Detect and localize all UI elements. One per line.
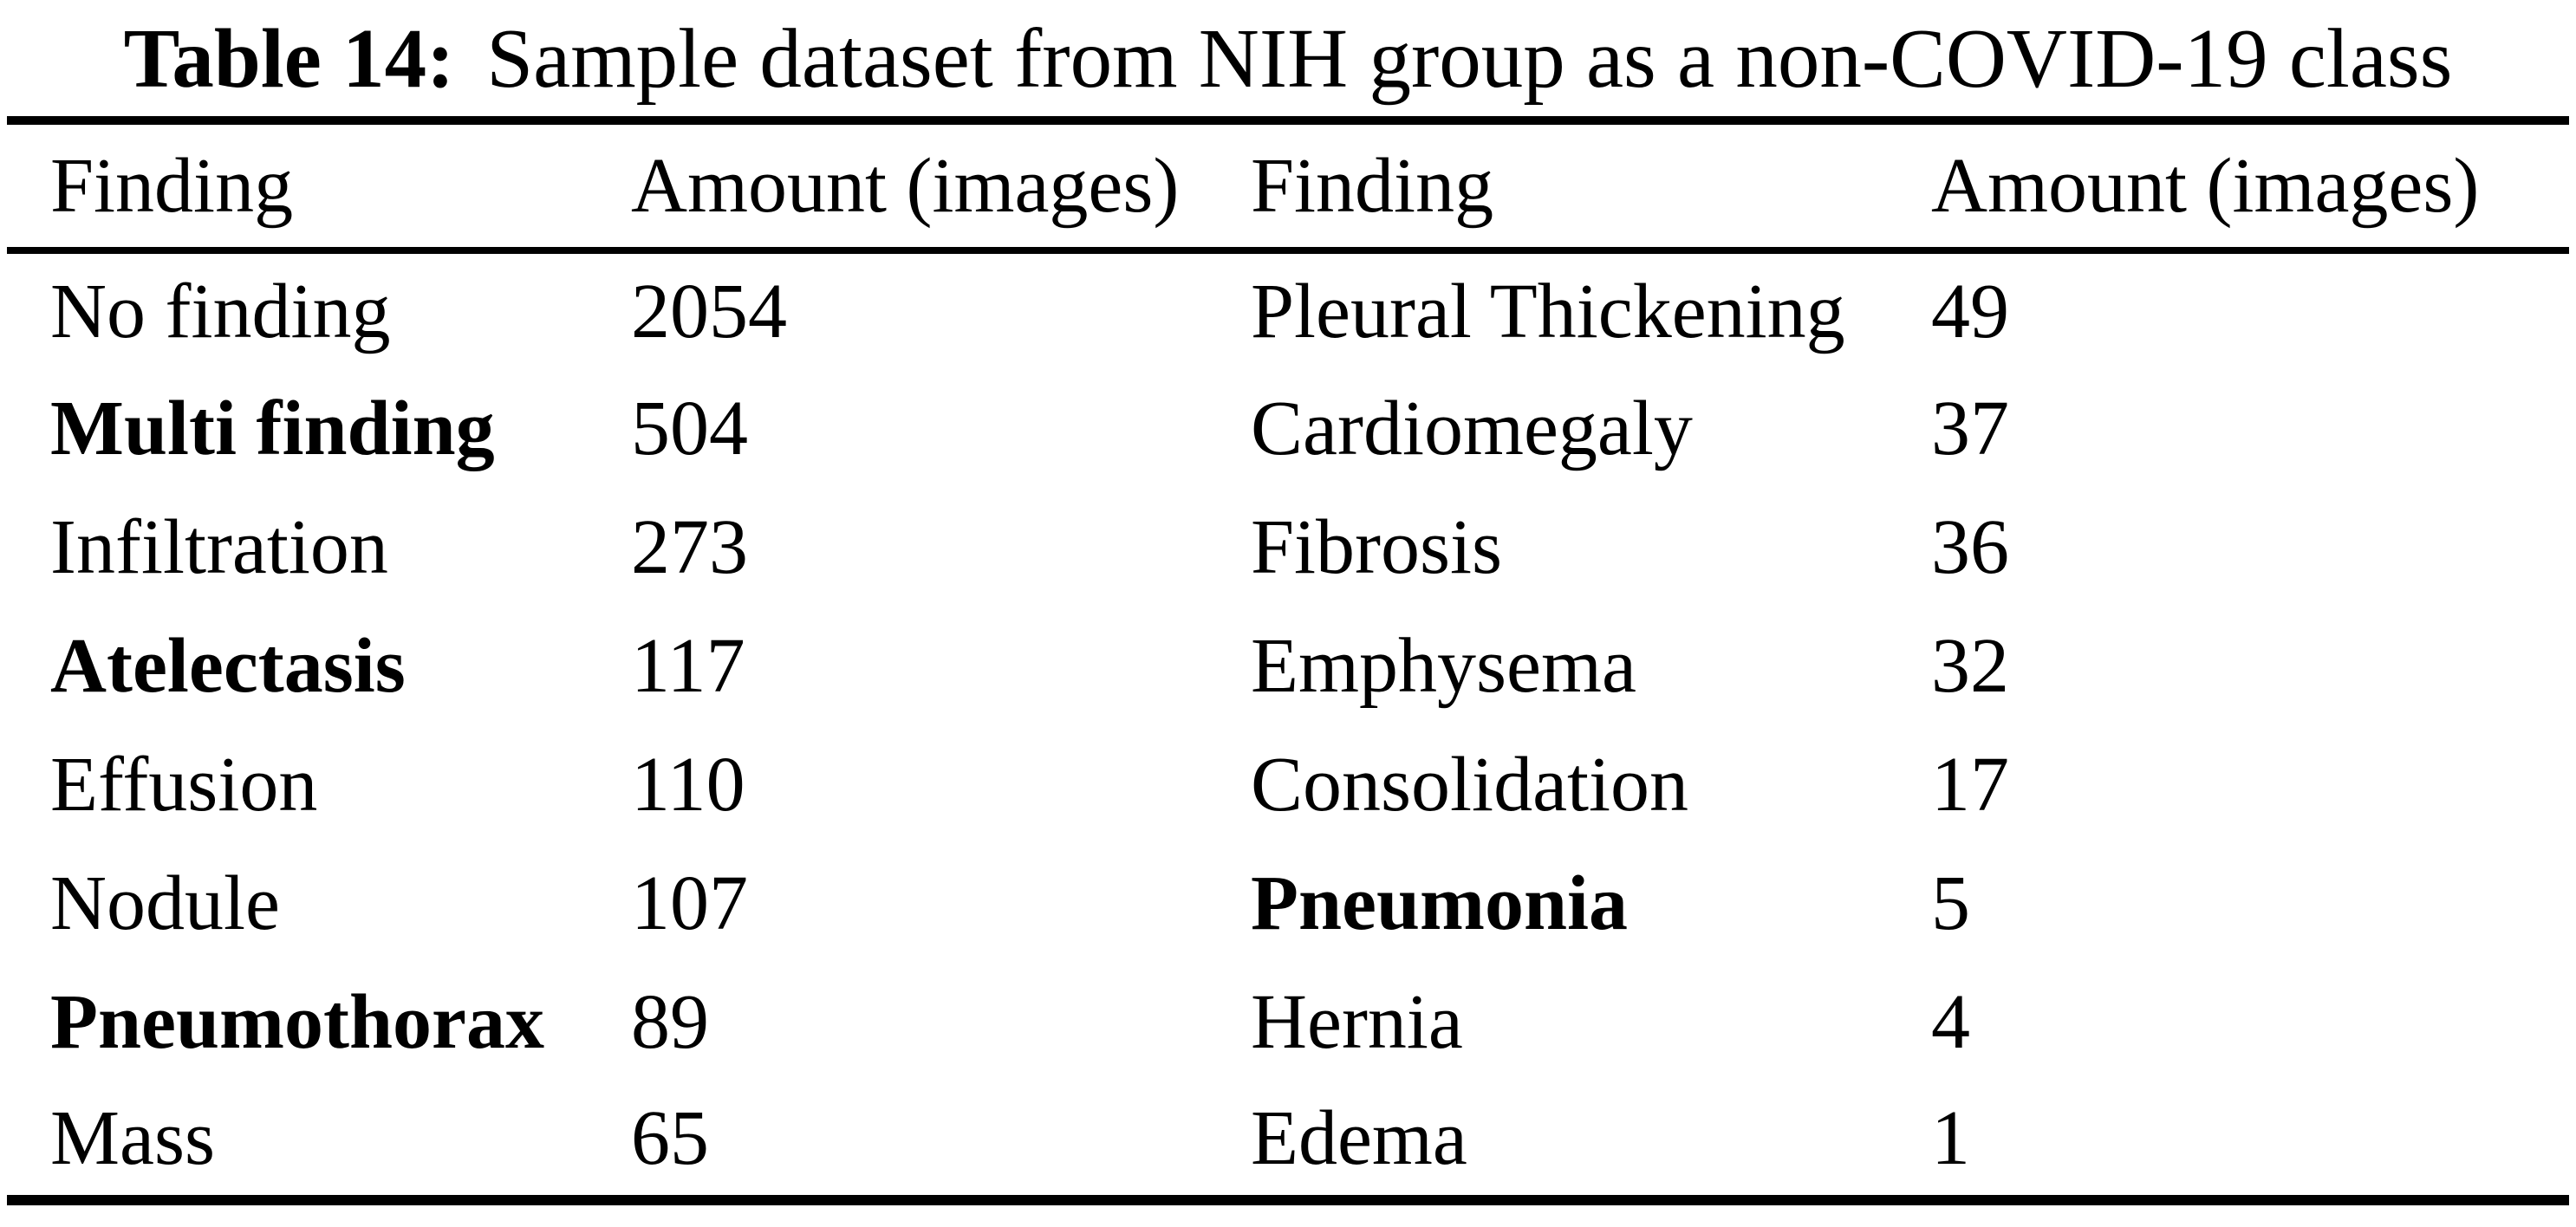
table-row: Infiltration 273 Fibrosis 36 [7,488,2569,607]
finding-cell: Consolidation [1251,742,1689,828]
amount-cell: 36 [1931,504,2009,590]
finding-cell: Pneumonia [1251,860,1629,946]
amount-cell: 37 [1931,386,2009,471]
finding-cell: Atelectasis [50,623,406,709]
column-header-finding-right: Finding [1251,143,1494,229]
amount-cell: 107 [631,860,748,946]
finding-cell: Multi finding [50,386,495,471]
amount-cell: 2054 [631,269,787,354]
finding-cell: Mass [50,1095,216,1181]
amount-cell: 504 [631,386,748,471]
table-caption-text: Sample dataset from NIH group as a non-C… [486,11,2453,105]
amount-cell: 65 [631,1095,709,1181]
table-row: Pneumothorax 89 Hernia 4 [7,963,2569,1081]
finding-cell: Hernia [1251,979,1463,1065]
amount-cell: 4 [1931,979,1970,1065]
finding-cell: Edema [1251,1095,1467,1181]
finding-cell: Cardiomegaly [1251,386,1693,471]
amount-cell: 273 [631,504,748,590]
amount-cell: 110 [631,742,745,828]
findings-table: Finding Amount (images) Finding Amount (… [7,116,2569,1205]
finding-cell: Pleural Thickening [1251,269,1845,354]
finding-cell: Effusion [50,742,318,828]
column-header-amount-right: Amount (images) [1931,143,2480,229]
finding-cell: Emphysema [1251,623,1636,709]
finding-cell: No finding [50,269,391,354]
table-row: Mass 65 Edema 1 [7,1081,2569,1200]
amount-cell: 32 [1931,623,2009,709]
amount-cell: 117 [631,623,745,709]
column-header-amount-left: Amount (images) [631,143,1180,229]
table-row: Multi finding 504 Cardiomegaly 37 [7,369,2569,488]
amount-cell: 17 [1931,742,2009,828]
finding-cell: Fibrosis [1251,504,1503,590]
amount-cell: 5 [1931,860,1970,946]
amount-cell: 49 [1931,269,2009,354]
finding-cell: Pneumothorax [50,979,544,1065]
table-caption: Table 14: Sample dataset from NIH group … [0,0,2576,116]
table-row: No finding 2054 Pleural Thickening 49 [7,250,2569,369]
table-row: Effusion 110 Consolidation 17 [7,725,2569,844]
header-row: Finding Amount (images) Finding Amount (… [7,120,2569,250]
amount-cell: 1 [1931,1095,1970,1181]
table-caption-label: Table 14: [123,11,455,105]
column-header-finding-left: Finding [50,143,294,229]
table-row: Atelectasis 117 Emphysema 32 [7,607,2569,725]
table-body: No finding 2054 Pleural Thickening 49 Mu… [7,250,2569,1200]
table-row: Nodule 107 Pneumonia 5 [7,844,2569,963]
table-header: Finding Amount (images) Finding Amount (… [7,120,2569,250]
finding-cell: Nodule [50,860,280,946]
amount-cell: 89 [631,979,709,1065]
finding-cell: Infiltration [50,504,388,590]
